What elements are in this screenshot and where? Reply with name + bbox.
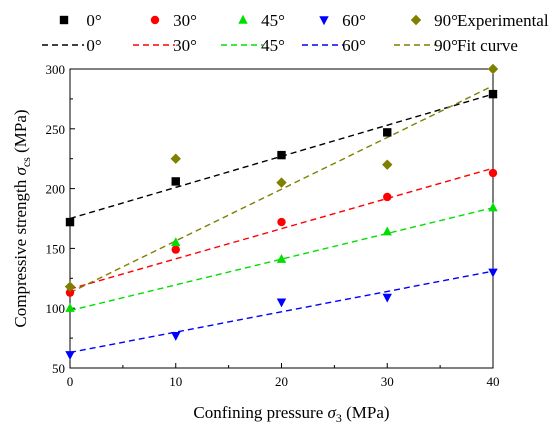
fit-line-90deg <box>69 85 494 294</box>
fit-line-30deg <box>69 167 494 290</box>
x-axis-title-subscript: 3 <box>336 411 342 425</box>
x-axis-title-symbol: σ <box>328 403 337 422</box>
axes-layer: 0 10 20 30 40 50 100 150 200 250 300 <box>46 62 500 389</box>
y-tick-label: 300 <box>46 62 66 77</box>
data-point-0deg <box>488 89 498 99</box>
x-axis-title: Confining pressure σ3 (MPa) <box>193 403 389 425</box>
legend-label-30deg: 30° <box>173 11 197 30</box>
data-point-30deg <box>488 168 498 178</box>
y-axis-title: Compressive strength σcs (MPa) <box>11 109 33 327</box>
legend-label-45deg: 45° <box>261 11 285 30</box>
data-point-90deg <box>276 177 287 188</box>
y-axis-title-subscript: cs <box>19 157 33 167</box>
legend-marker-45deg <box>238 14 248 24</box>
data-point-45deg <box>171 237 181 247</box>
legend-fit-label-30deg: 30° <box>173 36 197 55</box>
legend-fit-label-0deg: 0° <box>86 36 101 55</box>
y-axis-title-main: Compressive strength <box>11 176 30 328</box>
data-point-45deg <box>65 303 75 312</box>
legend-marker-30deg <box>150 15 160 25</box>
data-point-60deg <box>276 298 287 308</box>
data-point-90deg <box>64 281 76 292</box>
x-tick-label: 30 <box>381 374 394 389</box>
data-point-45deg <box>276 253 287 263</box>
data-point-60deg <box>488 268 498 278</box>
legend-label-0deg: 0° <box>86 11 101 30</box>
y-tick-label: 100 <box>46 301 66 316</box>
fit-line-60deg <box>69 270 494 354</box>
y-tick-label: 250 <box>46 122 66 137</box>
data-point-0deg <box>383 128 392 137</box>
y-axis-title-symbol: σ <box>11 167 30 176</box>
data-point-60deg <box>65 351 75 361</box>
legend-marker-60deg <box>319 16 329 26</box>
data-point-30deg <box>277 217 286 227</box>
legend-fit-label-90deg: 90° <box>434 36 458 55</box>
x-axis-title-main: Confining pressure <box>193 403 327 422</box>
data-point-0deg <box>171 177 180 186</box>
data-point-90deg <box>170 153 181 164</box>
y-tick-label: 50 <box>52 361 65 376</box>
data-point-90deg <box>382 159 393 170</box>
fit-line-45deg <box>69 207 494 312</box>
data-point-45deg <box>382 226 392 236</box>
x-tick-label: 10 <box>169 374 182 389</box>
legend-fit-label-45deg: 45° <box>261 36 285 55</box>
data-point-60deg <box>171 332 181 341</box>
legend-label-60deg: 60° <box>342 11 366 30</box>
data-points-layer <box>64 63 499 361</box>
data-point-30deg <box>65 288 75 297</box>
data-point-90deg <box>487 63 499 75</box>
y-tick-label: 200 <box>46 182 66 197</box>
data-point-45deg <box>488 202 498 212</box>
data-point-60deg <box>382 293 392 303</box>
y-axis-title-unit: (MPa) <box>11 109 30 157</box>
legend: 0°0°30°30°45°45°60°60°90°90°Experimental… <box>42 11 550 55</box>
legend-label-90deg: 90° <box>434 11 458 30</box>
data-point-30deg <box>383 192 392 202</box>
x-tick-label: 0 <box>67 374 74 389</box>
legend-experimental-data-label: Experimental data <box>457 11 550 30</box>
legend-fit-curve-label: Fit curve <box>457 36 518 55</box>
data-point-30deg <box>171 245 180 254</box>
data-point-0deg <box>65 217 75 227</box>
legend-marker-90deg <box>410 14 422 26</box>
x-tick-label: 40 <box>487 374 500 389</box>
data-point-0deg <box>277 150 286 160</box>
y-tick-label: 150 <box>46 241 66 256</box>
legend-marker-0deg <box>59 15 69 25</box>
x-tick-label: 20 <box>275 374 288 389</box>
x-axis-title-unit: (MPa) <box>342 403 390 422</box>
legend-fit-label-60deg: 60° <box>342 36 366 55</box>
